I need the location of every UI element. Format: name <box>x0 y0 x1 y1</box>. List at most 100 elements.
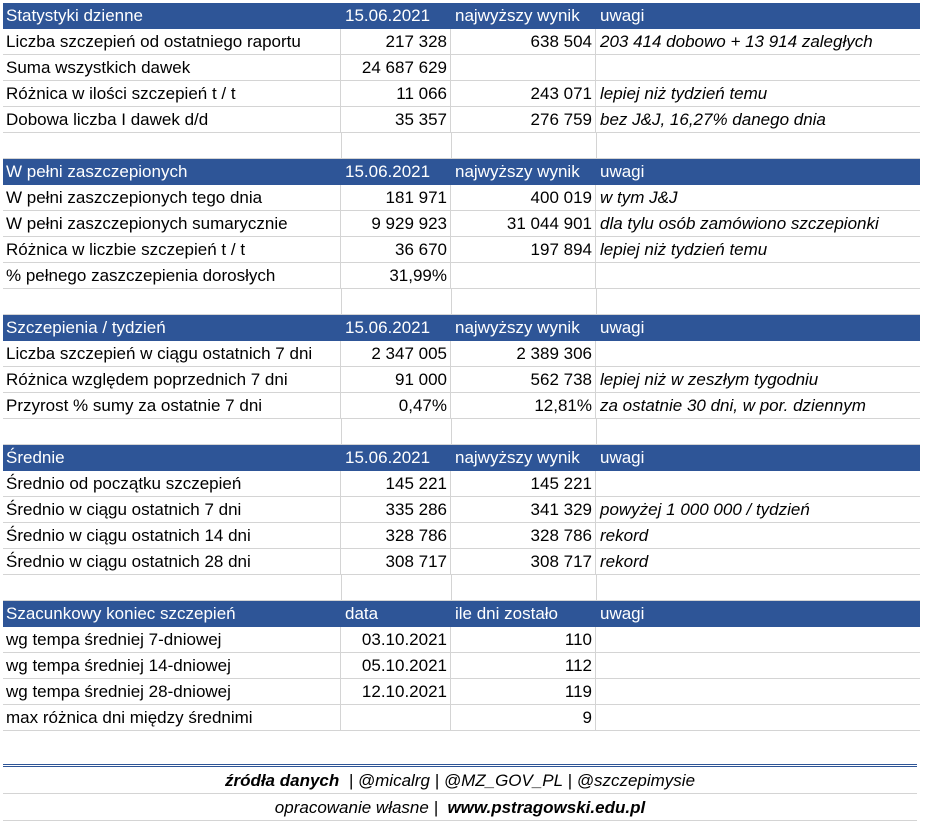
header-max-cell[interactable]: najwyższy wynik <box>455 162 580 181</box>
max-cell[interactable]: 31 044 901 <box>451 211 596 237</box>
value-cell[interactable]: 91 000 <box>341 367 451 393</box>
note-cell[interactable]: 203 414 dobowo + 13 914 zaległych <box>600 32 873 51</box>
note-cell[interactable]: dla tylu osób zamówiono szczepionki <box>600 214 879 233</box>
max-cell[interactable] <box>451 55 596 81</box>
note-cell[interactable] <box>596 471 920 497</box>
header-value-cell[interactable]: data <box>345 604 379 623</box>
note-cell[interactable]: w tym J&J <box>600 188 678 207</box>
label-cell[interactable]: Liczba szczepień w ciągu ostatnich 7 dni <box>3 341 341 367</box>
header-value-cell[interactable]: 15.06.2021 <box>345 162 431 181</box>
header-value-cell[interactable]: 15.06.2021 <box>345 6 431 25</box>
empty-row[interactable] <box>3 289 920 315</box>
label-cell[interactable]: Średnio w ciągu ostatnich 14 dni <box>3 523 341 549</box>
label-cell[interactable]: Średnio w ciągu ostatnich 7 dni <box>3 497 341 523</box>
label-cell[interactable]: Różnica w liczbie szczepień t / t <box>3 237 341 263</box>
note-cell[interactable] <box>596 653 920 679</box>
value-cell[interactable]: 36 670 <box>341 237 451 263</box>
note-cell[interactable]: za ostatnie 30 dni, w por. dziennym <box>600 396 866 415</box>
note-cell[interactable] <box>596 341 920 367</box>
header-note-cell[interactable]: uwagi <box>600 448 645 467</box>
value-cell[interactable]: 12.10.2021 <box>341 679 451 705</box>
header-note-cell[interactable]: uwagi <box>600 162 645 181</box>
value-cell[interactable] <box>341 705 451 731</box>
label-cell[interactable]: Liczba szczepień od ostatniego raportu <box>3 29 341 55</box>
header-label-cell[interactable]: W pełni zaszczepionych <box>6 162 188 181</box>
note-cell[interactable]: powyżej 1 000 000 / tydzień <box>600 500 810 519</box>
empty-row[interactable] <box>3 575 920 601</box>
max-cell[interactable]: 112 <box>451 653 596 679</box>
label-cell[interactable]: Suma wszystkich dawek <box>3 55 341 81</box>
header-label-cell[interactable]: Statystyki dzienne <box>6 6 144 25</box>
value-cell[interactable]: 328 786 <box>341 523 451 549</box>
label-cell[interactable]: Dobowa liczba I dawek d/d <box>3 107 341 133</box>
label-cell[interactable]: Przyrost % sumy za ostatnie 7 dni <box>3 393 341 419</box>
label-cell[interactable]: W pełni zaszczepionych tego dnia <box>3 185 341 211</box>
header-max-cell[interactable]: najwyższy wynik <box>455 318 580 337</box>
label-cell[interactable]: wg tempa średniej 28-dniowej <box>3 679 341 705</box>
value-cell[interactable]: 145 221 <box>341 471 451 497</box>
value-cell[interactable]: 11 066 <box>341 81 451 107</box>
header-note-cell[interactable]: uwagi <box>600 604 645 623</box>
value-cell[interactable]: 31,99% <box>341 263 451 289</box>
label-cell[interactable]: Średnio w ciągu ostatnich 28 dni <box>3 549 341 575</box>
max-cell[interactable]: 119 <box>451 679 596 705</box>
note-cell[interactable]: lepiej niż w zeszłym tygodniu <box>600 370 819 389</box>
note-cell[interactable] <box>596 55 920 81</box>
label-cell[interactable]: wg tempa średniej 7-dniowej <box>3 627 341 653</box>
value-cell[interactable]: 05.10.2021 <box>341 653 451 679</box>
header-label-cell[interactable]: Szacunkowy koniec szczepień <box>6 604 236 623</box>
label-cell[interactable]: max różnica dni między średnimi <box>3 705 341 731</box>
note-cell[interactable] <box>596 705 920 731</box>
header-label-cell[interactable]: Szczepienia / tydzień <box>6 318 166 337</box>
value-cell[interactable]: 181 971 <box>341 185 451 211</box>
note-cell[interactable] <box>596 679 920 705</box>
value-cell[interactable]: 0,47% <box>341 393 451 419</box>
header-note-cell[interactable]: uwagi <box>600 6 645 25</box>
label-cell[interactable]: W pełni zaszczepionych sumarycznie <box>3 211 341 237</box>
label-cell[interactable]: Średnio od początku szczepień <box>3 471 341 497</box>
max-cell[interactable]: 308 717 <box>451 549 596 575</box>
max-cell[interactable]: 197 894 <box>451 237 596 263</box>
header-value-cell[interactable]: 15.06.2021 <box>345 448 431 467</box>
note-cell[interactable]: lepiej niż tydzień temu <box>600 240 768 259</box>
max-cell[interactable] <box>451 263 596 289</box>
max-cell[interactable]: 400 019 <box>451 185 596 211</box>
value-cell[interactable]: 2 347 005 <box>341 341 451 367</box>
header-max-cell[interactable]: ile dni zostało <box>455 604 559 623</box>
max-cell[interactable]: 638 504 <box>451 29 596 55</box>
empty-row[interactable] <box>3 133 920 159</box>
value-cell[interactable]: 308 717 <box>341 549 451 575</box>
label-cell[interactable]: wg tempa średniej 14-dniowej <box>3 653 341 679</box>
note-cell[interactable]: lepiej niż tydzień temu <box>600 84 768 103</box>
max-cell[interactable]: 2 389 306 <box>451 341 596 367</box>
note-cell[interactable] <box>596 627 920 653</box>
value-cell[interactable]: 24 687 629 <box>341 55 451 81</box>
value-cell[interactable]: 9 929 923 <box>341 211 451 237</box>
label-cell[interactable]: Różnica względem poprzednich 7 dni <box>3 367 341 393</box>
max-cell[interactable]: 243 071 <box>451 81 596 107</box>
header-max-cell[interactable]: najwyższy wynik <box>455 448 580 467</box>
header-value-cell[interactable]: 15.06.2021 <box>345 318 431 337</box>
note-cell[interactable] <box>596 263 920 289</box>
header-label-cell[interactable]: Średnie <box>6 448 65 467</box>
max-cell[interactable]: 276 759 <box>451 107 596 133</box>
header-note-cell[interactable]: uwagi <box>600 318 645 337</box>
max-cell[interactable]: 9 <box>451 705 596 731</box>
website-link[interactable]: www.pstragowski.edu.pl <box>447 798 646 817</box>
header-max-cell[interactable]: najwyższy wynik <box>455 6 580 25</box>
value-cell[interactable]: 03.10.2021 <box>341 627 451 653</box>
max-cell[interactable]: 328 786 <box>451 523 596 549</box>
max-cell[interactable]: 341 329 <box>451 497 596 523</box>
label-cell[interactable]: Różnica w ilości szczepień t / t <box>3 81 341 107</box>
max-cell[interactable]: 110 <box>451 627 596 653</box>
max-cell[interactable]: 145 221 <box>451 471 596 497</box>
note-cell[interactable]: rekord <box>600 552 649 571</box>
note-cell[interactable]: bez J&J, 16,27% danego dnia <box>600 110 826 129</box>
max-cell[interactable]: 12,81% <box>451 393 596 419</box>
value-cell[interactable]: 217 328 <box>341 29 451 55</box>
empty-row[interactable] <box>3 419 920 445</box>
note-cell[interactable]: rekord <box>600 526 649 545</box>
label-cell[interactable]: % pełnego zaszczepienia dorosłych <box>3 263 341 289</box>
max-cell[interactable]: 562 738 <box>451 367 596 393</box>
value-cell[interactable]: 335 286 <box>341 497 451 523</box>
